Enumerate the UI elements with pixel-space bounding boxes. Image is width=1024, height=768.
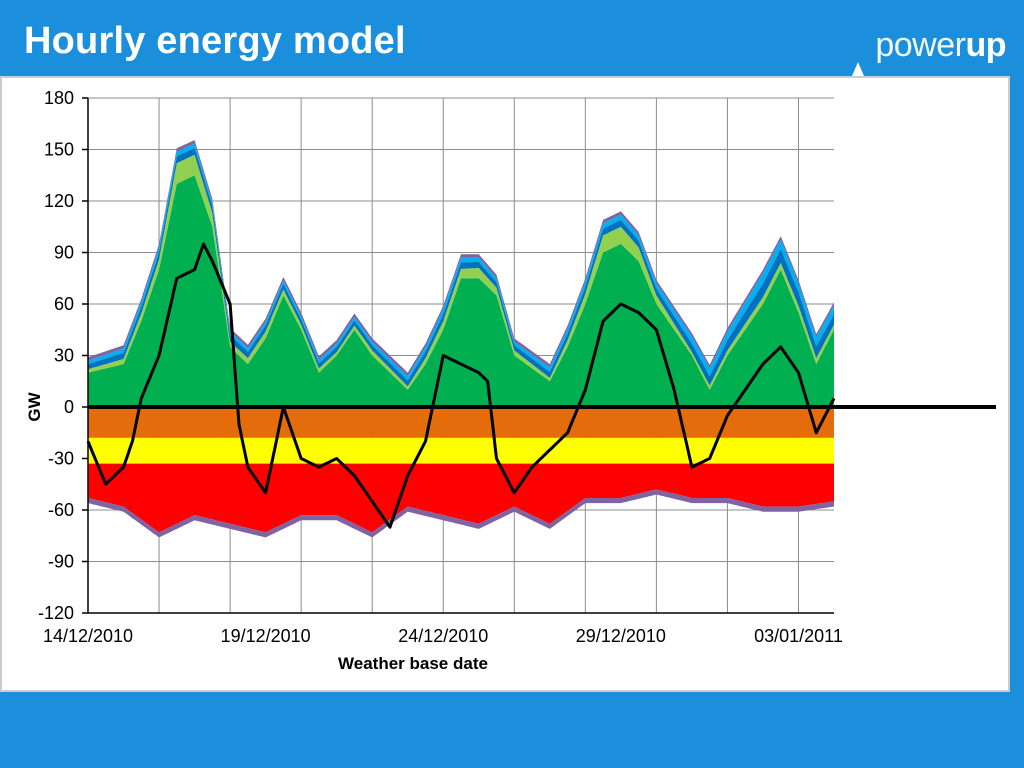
y-tick-label: 150 xyxy=(44,140,74,160)
y-tick-label: -90 xyxy=(48,552,74,572)
y-tick-label: -60 xyxy=(48,500,74,520)
area-series xyxy=(88,175,834,407)
area-series xyxy=(88,437,834,464)
footer-bar xyxy=(0,692,1024,768)
area-series xyxy=(88,407,834,438)
x-tick-label: 14/12/2010 xyxy=(43,626,133,646)
y-tick-label: 90 xyxy=(54,243,74,263)
area-series xyxy=(88,154,834,390)
x-tick-label: 03/01/2011 xyxy=(754,626,843,646)
powerup-logo: powerup xyxy=(875,26,1006,65)
logo-text-bold: up xyxy=(965,26,1006,64)
y-tick-label: -120 xyxy=(38,603,74,623)
x-tick-label: 19/12/2010 xyxy=(221,626,311,646)
y-tick-label: 120 xyxy=(44,191,74,211)
x-tick-label: 29/12/2010 xyxy=(576,626,666,646)
area-series xyxy=(88,489,834,538)
y-axis-title: GW xyxy=(25,391,44,421)
y-tick-label: 30 xyxy=(54,346,74,366)
slide-title: Hourly energy model xyxy=(24,20,406,62)
energy-chart: -120 -90 -60 -30 0 30 60 90 120 150 180 14/12/2010 1… xyxy=(25,88,996,673)
net-balance-line xyxy=(86,242,836,529)
area-series xyxy=(88,463,834,533)
header-bar: Hourly energy model powerup xyxy=(0,0,1024,76)
y-tick-label: 180 xyxy=(44,88,74,108)
logo-pointer-icon xyxy=(852,62,864,76)
y-tick-label: 0 xyxy=(64,397,74,417)
x-tick-label: 24/12/2010 xyxy=(398,626,488,646)
x-axis-title: Weather base date xyxy=(338,654,488,673)
area-series xyxy=(88,147,834,387)
chart-panel: -120 -90 -60 -30 0 30 60 90 120 150 180 14/12/2010 1… xyxy=(0,76,1010,692)
logo-text-light: power xyxy=(875,26,966,64)
y-tick-label: -30 xyxy=(48,449,74,469)
area-series xyxy=(88,143,834,381)
y-tick-label: 60 xyxy=(54,294,74,314)
